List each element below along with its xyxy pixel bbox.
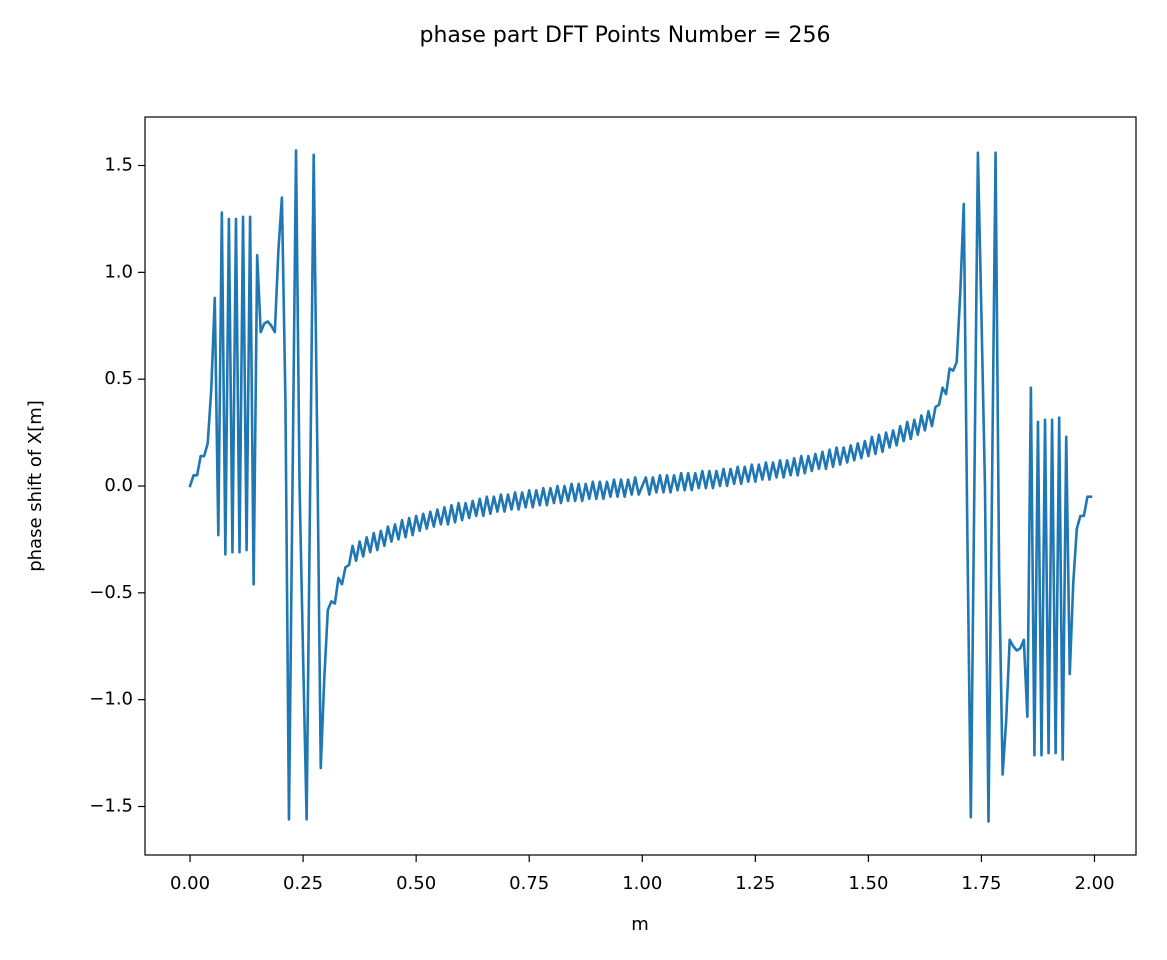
x-tick-label: 2.00 <box>1074 873 1114 894</box>
y-tick-label: −1.5 <box>89 795 133 816</box>
y-axis-label: phase shift of X[m] <box>25 400 46 572</box>
chart-title: phase part DFT Points Number = 256 <box>420 23 831 48</box>
x-tick-label: 1.75 <box>961 873 1001 894</box>
y-tick-label: 0.5 <box>104 368 133 389</box>
x-axis-label: m <box>631 914 649 935</box>
x-tick-label: 1.50 <box>848 873 888 894</box>
x-tick-label: 0.00 <box>170 873 210 894</box>
x-tick-label: 0.75 <box>509 873 549 894</box>
y-tick-label: 1.0 <box>104 261 133 282</box>
y-tick-label: −1.0 <box>89 689 133 710</box>
x-tick-label: 0.50 <box>396 873 436 894</box>
y-tick-label: 0.0 <box>104 475 133 496</box>
data-line <box>188 149 1093 823</box>
x-tick-label: 0.25 <box>283 873 323 894</box>
x-tick-label: 1.25 <box>735 873 775 894</box>
plot-frame <box>144 116 1137 856</box>
x-tick-label: 1.00 <box>622 873 662 894</box>
y-tick-label: −0.5 <box>89 582 133 603</box>
y-tick-label: 1.5 <box>104 155 133 176</box>
